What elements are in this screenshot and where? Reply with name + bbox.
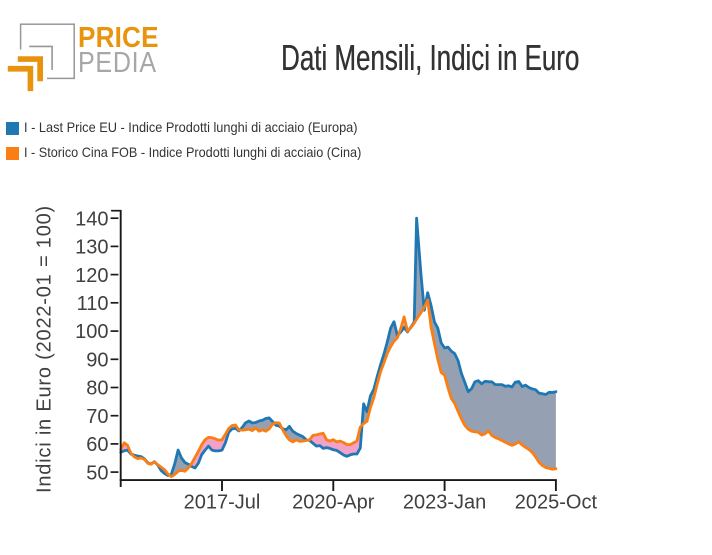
svg-text:70: 70 bbox=[86, 406, 108, 428]
svg-text:2020-Apr: 2020-Apr bbox=[292, 492, 375, 514]
svg-text:2025-Oct: 2025-Oct bbox=[515, 492, 598, 514]
svg-text:140: 140 bbox=[75, 208, 108, 230]
svg-text:2023-Jan: 2023-Jan bbox=[403, 492, 486, 514]
svg-text:90: 90 bbox=[86, 350, 108, 372]
svg-text:130: 130 bbox=[75, 237, 108, 259]
svg-text:60: 60 bbox=[86, 434, 108, 456]
svg-text:50: 50 bbox=[86, 462, 108, 484]
svg-text:110: 110 bbox=[77, 293, 109, 315]
svg-text:80: 80 bbox=[86, 378, 108, 400]
svg-text:120: 120 bbox=[75, 265, 108, 287]
svg-text:2017-Jul: 2017-Jul bbox=[184, 492, 261, 514]
svg-text:100: 100 bbox=[75, 321, 108, 343]
